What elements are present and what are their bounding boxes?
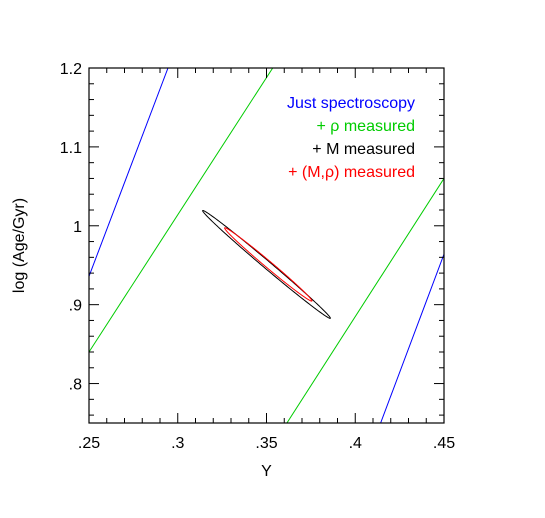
x-tick-label: .4 xyxy=(349,435,362,452)
legend-entry-measured: + ρ measured xyxy=(317,118,415,135)
y-tick-label: 1.1 xyxy=(60,140,82,157)
data-layer xyxy=(89,68,444,423)
y-tick-label: 1.2 xyxy=(60,61,82,78)
y-tick-label: .9 xyxy=(69,298,82,315)
x-tick-label: .3 xyxy=(171,435,184,452)
y-tick-label: .8 xyxy=(69,377,82,394)
legend-entry-just-spectroscopy: Just spectroscopy xyxy=(287,95,415,112)
y-tick-label: 1 xyxy=(73,219,82,236)
y-axis-label: log (Age/Gyr) xyxy=(11,198,28,293)
legend-entry-m-measured: + M measured xyxy=(312,141,415,158)
x-tick-label: .45 xyxy=(433,435,455,452)
series-m-measured-ellipse xyxy=(224,227,313,302)
x-tick-label: .25 xyxy=(78,435,100,452)
plot-frame xyxy=(88,67,445,424)
series-measured-line-2 xyxy=(286,178,444,423)
legend: Just spectroscopy + ρ measured + M measure… xyxy=(287,95,415,181)
legend-entry-m-measured: + (M,ρ) measured xyxy=(288,164,415,181)
series-just-spectroscopy-line-2 xyxy=(380,254,444,423)
series-measured-line-1 xyxy=(89,68,274,353)
tick-marks xyxy=(88,67,445,423)
series-just-spectroscopy-line-1 xyxy=(89,68,169,277)
tick-labels: .25 .3 .35 .4 .45 .8 .9 1 1.1 1.2 xyxy=(60,61,455,452)
x-tick-label: .35 xyxy=(255,435,277,452)
x-axis-label: Y xyxy=(261,463,272,480)
